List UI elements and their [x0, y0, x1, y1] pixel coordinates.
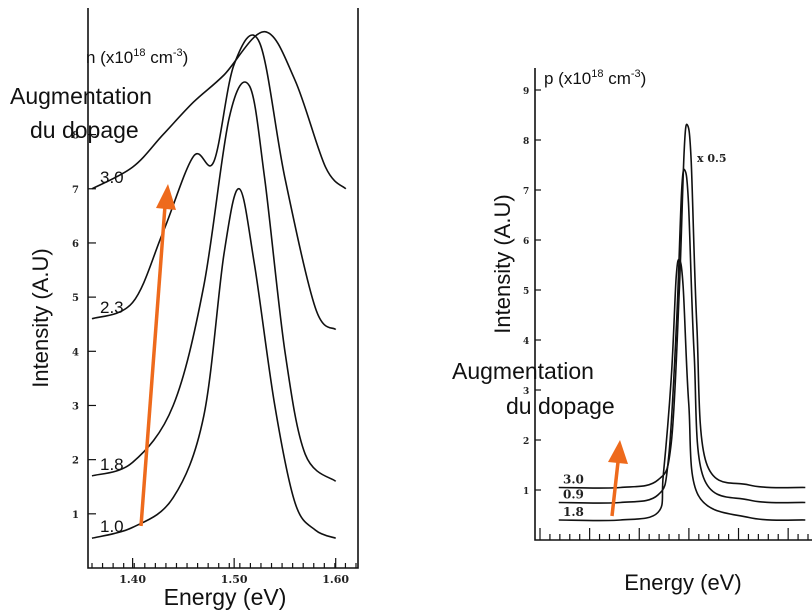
- right-scale-note: x 0.5: [697, 152, 727, 165]
- right-series-labels: 1.8 0.93.0: [563, 473, 584, 520]
- left-series-label-2.3: 2.3: [100, 298, 124, 317]
- right-series-label-0.9: 0.9: [563, 488, 584, 502]
- left-series-label-1.8: 1.8: [100, 455, 124, 474]
- right-y-tick-label: 4: [523, 337, 529, 347]
- left-series-curve-3.0: [91, 30, 347, 190]
- left-x-axis-label: Energy (eV): [164, 584, 287, 610]
- right-legend-title: p (x1018 cm-3): [544, 68, 646, 88]
- left-y-tick-label: 7: [72, 185, 79, 196]
- left-doping-arrow-shaft: [139, 205, 167, 527]
- left-y-tick-label: 5: [72, 293, 79, 304]
- left-y-tick-label: 4: [72, 347, 79, 358]
- right-series-label-3.0: 3.0: [563, 473, 584, 487]
- left-y-tick-label: 6: [72, 239, 79, 250]
- left-series-curve-2.3: [91, 34, 337, 331]
- left-series-label-3.0: 3.0: [100, 168, 124, 187]
- left-y-axis-label: Intensity (A.U): [28, 248, 53, 387]
- right-annotation-line-2: du dopage: [506, 393, 615, 419]
- right-y-tick-label: 5: [523, 287, 529, 297]
- right-doping-arrow-shaft: [610, 461, 620, 517]
- right-doping-arrow-head: [608, 440, 628, 464]
- right-series-curve-1.8: [558, 258, 806, 522]
- left-x-tick-label: 1.40: [119, 573, 146, 586]
- right-y-tick-label: 2: [523, 437, 529, 447]
- right-chart: 1 2 3 4 5 6 7 8 9 1.8 0.93.0 p (x1018 cm-3) x 0.5…: [452, 68, 812, 595]
- left-y-tick-label: 8: [72, 131, 79, 142]
- right-series-label-1.8: 1.8: [563, 505, 584, 519]
- right-y-tick-label: 9: [523, 87, 529, 97]
- left-series-curve-1.0: [91, 187, 337, 539]
- left-series-labels: 1.0 1.8 2.3 3.0: [100, 168, 124, 536]
- right-y-tick-label: 6: [523, 237, 529, 247]
- left-x-tick-label: 1.50: [221, 573, 248, 586]
- right-y-axis-label: Intensity (A.U): [490, 194, 515, 333]
- left-y-tick-label: 2: [72, 456, 79, 467]
- right-series-curve-3.0: [558, 123, 806, 489]
- left-doping-arrow-head: [156, 184, 176, 210]
- right-x-ticks: [539, 528, 809, 540]
- right-y-tick-label: 7: [523, 187, 529, 197]
- left-y-tick-label: 1: [72, 510, 79, 521]
- left-y-tick-label: 3: [72, 401, 79, 412]
- left-x-ticks: 1.40 1.50 1.60: [91, 558, 357, 586]
- right-x-axis-label: Energy (eV): [624, 570, 741, 595]
- left-plot-frame: [87, 8, 359, 569]
- right-y-ticks: 1 2 3 4 5 6 7 8 9: [523, 87, 541, 497]
- left-y-ticks: 1 2 3 4 5 6 7 8: [72, 131, 96, 521]
- left-chart: 1 2 3 4 5 6 7 8 1.40 1.50 1.60 1.0 1.8 2.3 3.0 n (x1…: [10, 8, 359, 610]
- right-y-tick-label: 8: [523, 137, 529, 147]
- right-y-tick-label: 3: [523, 387, 529, 397]
- left-annotation-line-2: du dopage: [30, 117, 139, 143]
- left-series-curve-1.8: [91, 81, 337, 482]
- right-plot-frame: [534, 68, 812, 541]
- left-x-tick-label: 1.60: [322, 573, 349, 586]
- left-annotation-line-1: Augmentation: [10, 83, 152, 109]
- left-legend-title: n (x1018 cm-3): [86, 47, 188, 67]
- right-y-tick-label: 1: [523, 487, 529, 497]
- right-annotation-line-1: Augmentation: [452, 358, 594, 384]
- left-series-label-1.0: 1.0: [100, 517, 124, 536]
- left-curves: [91, 30, 347, 539]
- right-curves: [558, 123, 806, 522]
